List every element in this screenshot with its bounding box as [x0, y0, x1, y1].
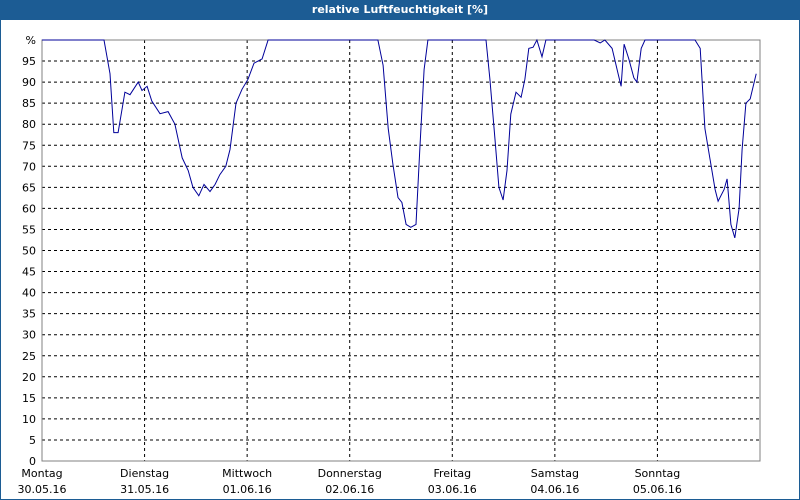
x-tick-label: Montag: [21, 467, 62, 480]
x-tick-date: 05.06.16: [633, 483, 682, 496]
y-tick-label: 5: [29, 434, 36, 447]
title-bar: [0, 0, 800, 20]
humidity-line: [42, 38, 757, 239]
x-tick-label: Sonntag: [635, 467, 681, 480]
x-tick-label: Dienstag: [120, 467, 169, 480]
y-tick-label: 25: [22, 350, 36, 363]
y-tick-label: 50: [22, 245, 36, 258]
y-tick-label: 15: [22, 392, 36, 405]
y-tick-label: 65: [22, 181, 36, 194]
y-tick-label: 45: [22, 266, 36, 279]
y-tick-label: 80: [22, 118, 36, 131]
x-tick-label: Donnerstag: [318, 467, 382, 480]
plot-border: [41, 39, 761, 462]
y-tick-label: 10: [22, 413, 36, 426]
x-tick-label: Mittwoch: [222, 467, 272, 480]
y-tick-label: 75: [22, 139, 36, 152]
y-tick-label: 90: [22, 76, 36, 89]
x-tick-date: 31.05.16: [120, 483, 169, 496]
x-tick-date: 04.06.16: [530, 483, 579, 496]
x-tick-label: Samstag: [531, 467, 579, 480]
y-tick-label: 40: [22, 287, 36, 300]
y-tick-label: 30: [22, 329, 36, 342]
y-tick-label: 35: [22, 308, 36, 321]
x-tick-label: Freitag: [433, 467, 471, 480]
x-tick-date: 30.05.16: [18, 483, 67, 496]
x-tick-date: 01.06.16: [223, 483, 272, 496]
y-tick-label: 55: [22, 223, 36, 236]
chart-title: relative Luftfeuchtigkeit [%]: [312, 3, 488, 16]
y-tick-label: 20: [22, 371, 36, 384]
y-tick-label: 85: [22, 97, 36, 110]
y-tick-label: %: [26, 34, 36, 47]
x-tick-date: 03.06.16: [428, 483, 477, 496]
x-tick-date: 02.06.16: [325, 483, 374, 496]
y-tick-label: 70: [22, 160, 36, 173]
y-tick-label: 95: [22, 55, 36, 68]
y-tick-label: 60: [22, 202, 36, 215]
y-tick-label: 0: [29, 455, 36, 468]
